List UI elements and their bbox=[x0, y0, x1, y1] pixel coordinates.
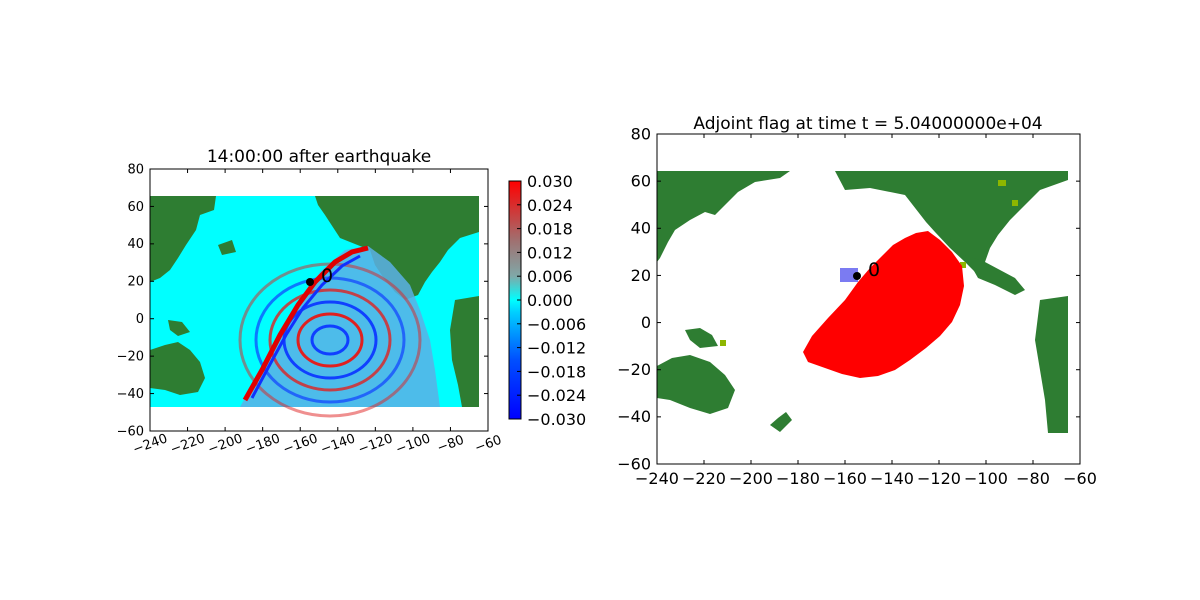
left-land bbox=[150, 196, 479, 407]
colorbar-tick-label: 0.018 bbox=[527, 220, 573, 239]
y-tick-label: −40 bbox=[617, 407, 651, 426]
left-wave-field bbox=[238, 245, 440, 418]
y-tick-label: −60 bbox=[117, 424, 144, 439]
x-tick-label: −160 bbox=[281, 431, 320, 457]
y-tick-label: 0 bbox=[136, 312, 144, 327]
x-tick-label: −140 bbox=[319, 431, 358, 457]
x-tick-label: −80 bbox=[435, 433, 466, 456]
right-gauge-label: 0 bbox=[868, 259, 880, 281]
x-tick-label: −120 bbox=[356, 431, 395, 457]
left-title: 14:00:00 after earthquake bbox=[207, 147, 431, 167]
x-tick-label: −200 bbox=[206, 431, 245, 457]
x-tick-label: −220 bbox=[682, 469, 726, 488]
y-tick-label: 80 bbox=[127, 162, 144, 177]
x-tick-label: −160 bbox=[823, 469, 867, 488]
y-tick-label: 60 bbox=[127, 200, 144, 215]
colorbar-ticks: 0.030 0.024 0.018 0.012 0.006 0.000 −0.006 −0.0… bbox=[517, 172, 586, 429]
right-land bbox=[657, 171, 1068, 433]
x-tick-label: −180 bbox=[776, 469, 820, 488]
left-panel: 14:00:00 after earthquake bbox=[117, 147, 504, 458]
y-tick-label: 20 bbox=[127, 275, 144, 290]
x-tick-label: −220 bbox=[168, 431, 207, 457]
colorbar-tick-label: 0.024 bbox=[527, 196, 573, 215]
left-axes-frame bbox=[149, 168, 489, 432]
right-land-detail bbox=[720, 180, 1018, 346]
x-tick-label: −60 bbox=[473, 433, 504, 456]
right-panel: Adjoint flag at time t = 5.04000000e+04 bbox=[617, 114, 1097, 488]
colorbar-tick-label: 0.006 bbox=[527, 267, 573, 286]
colorbar-tick-label: −0.024 bbox=[527, 386, 586, 405]
y-tick-label: 0 bbox=[641, 313, 651, 332]
x-tick-label: −120 bbox=[917, 469, 961, 488]
adjoint-flag-region bbox=[803, 231, 964, 378]
left-gauge-label: 0 bbox=[321, 265, 333, 287]
x-tick-label: −200 bbox=[729, 469, 773, 488]
y-tick-label: 40 bbox=[127, 237, 144, 252]
colorbar-tick-label: −0.006 bbox=[527, 315, 586, 334]
x-tick-label: −180 bbox=[244, 431, 283, 457]
y-tick-label: 80 bbox=[631, 124, 651, 143]
y-tick-label: −20 bbox=[117, 349, 144, 364]
y-tick-label: −20 bbox=[617, 360, 651, 379]
y-tick-label: −40 bbox=[117, 387, 144, 402]
colorbar-tick-label: 0.012 bbox=[527, 243, 573, 262]
x-tick-label: −240 bbox=[635, 469, 679, 488]
x-tick-label: −80 bbox=[1016, 469, 1050, 488]
x-tick-label: −140 bbox=[870, 469, 914, 488]
y-tick-label: 20 bbox=[631, 266, 651, 285]
colorbar-tick-label: −0.012 bbox=[527, 339, 586, 358]
right-axis-ticks: −240 −220 −200 −180 −160 −140 −120 −100 −80 −60−6… bbox=[617, 124, 1097, 488]
colorbar-tick-label: 0.000 bbox=[527, 291, 573, 310]
colorbar-tick-label: −0.030 bbox=[527, 410, 586, 429]
x-tick-label: −60 bbox=[1063, 469, 1097, 488]
colorbar: 0.030 0.024 0.018 0.012 0.006 0.000 −0.006 −0.0… bbox=[508, 172, 586, 429]
right-gauge-marker bbox=[853, 272, 861, 280]
y-tick-label: 40 bbox=[631, 219, 651, 238]
colorbar-tick-label: −0.018 bbox=[527, 362, 586, 381]
x-tick-label: −100 bbox=[964, 469, 1008, 488]
gauge-region bbox=[840, 268, 858, 282]
colorbar-tick-label: 0.030 bbox=[527, 172, 573, 191]
right-axes-frame bbox=[656, 133, 1081, 465]
right-title: Adjoint flag at time t = 5.04000000e+04 bbox=[693, 114, 1042, 134]
y-tick-label: −60 bbox=[617, 454, 651, 473]
x-tick-label: −100 bbox=[394, 431, 433, 457]
left-gauge-marker bbox=[306, 278, 314, 286]
y-tick-label: 60 bbox=[631, 171, 651, 190]
